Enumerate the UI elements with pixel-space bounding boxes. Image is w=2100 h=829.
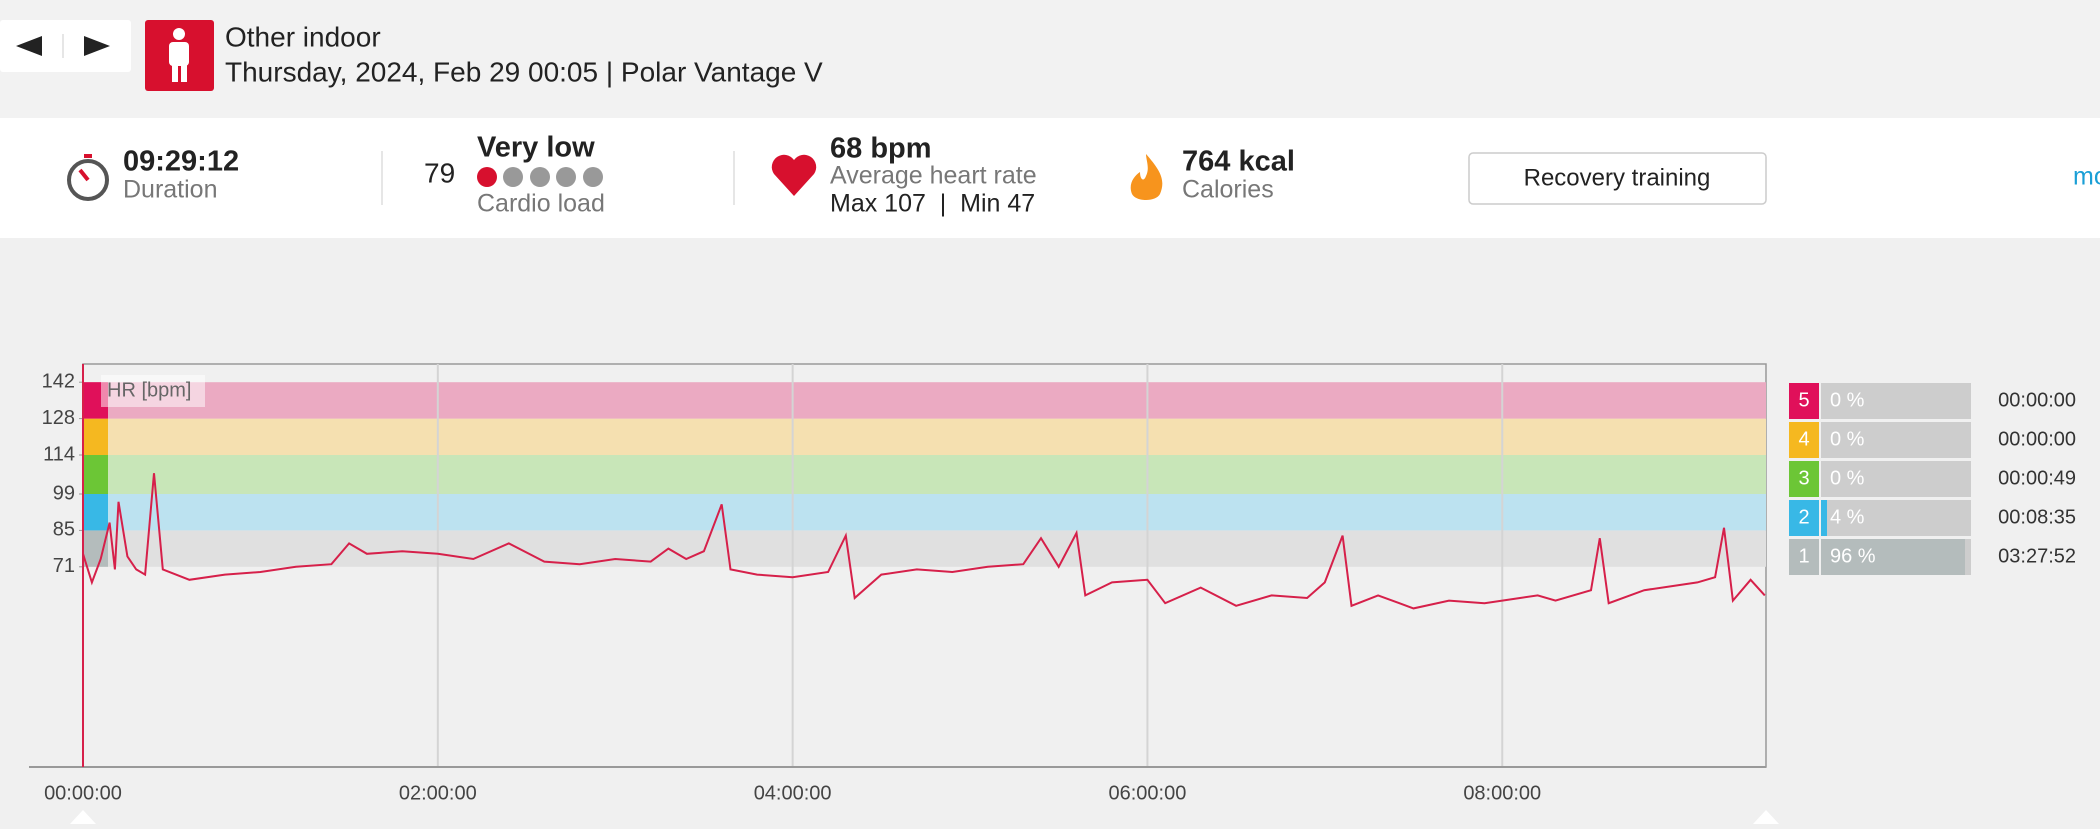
avg-hr-label: Average heart rate: [830, 162, 1037, 190]
zone-percent: 0 %: [1830, 467, 1865, 489]
zone-number: 3: [1798, 467, 1809, 489]
summary-bar: [0, 118, 2100, 238]
zone-time: 00:00:00: [1998, 389, 2076, 411]
person-icon: [169, 28, 189, 82]
zone-band: [83, 382, 1766, 419]
y-tick-label: 99: [53, 482, 75, 504]
y-tick-label: 114: [43, 443, 75, 465]
zone-number-box: [1789, 422, 1819, 458]
duration-value: 09:29:12: [123, 146, 239, 178]
prev-button[interactable]: [16, 36, 42, 56]
zone-bar-bg: [1821, 500, 1971, 536]
hr-range: Max 107 | Min 47: [830, 190, 1035, 218]
cardio-load-level: Very low: [477, 132, 595, 164]
hr-line: [82, 473, 1766, 610]
zone-band: [83, 455, 1766, 494]
axis-label-bg: [101, 375, 205, 407]
zone-percent: 0 %: [1830, 389, 1865, 411]
nav-buttons[interactable]: [0, 20, 131, 72]
zone-time: 00:00:49: [1998, 467, 2076, 489]
zone-time: 00:08:35: [1998, 506, 2076, 528]
zone-percent: 96 %: [1830, 545, 1876, 567]
zone-band: [83, 530, 1766, 567]
avg-hr-value: 68 bpm: [830, 133, 932, 165]
next-button[interactable]: [84, 36, 110, 56]
top-bar: [0, 0, 2100, 118]
zone-time: 00:00:00: [1998, 428, 2076, 450]
zone-percent: 4 %: [1830, 506, 1865, 528]
benefit-label: Recovery training: [1524, 164, 1711, 191]
more-link[interactable]: mo: [2073, 163, 2100, 191]
zone-number: 5: [1798, 389, 1809, 411]
zone-number-box: [1789, 383, 1819, 419]
activity-name: Other indoor: [225, 21, 381, 52]
x-tick-label: 04:00:00: [754, 782, 832, 804]
zone-strip: [84, 530, 108, 567]
zone-bar-bg: [1821, 461, 1971, 497]
zone-time: 03:27:52: [1998, 545, 2076, 567]
x-tick-label: 08:00:00: [1463, 782, 1541, 804]
range-handles[interactable]: [70, 810, 1779, 824]
zone-number-box: [1789, 500, 1819, 536]
x-tick-label: 02:00:00: [399, 782, 477, 804]
zone-number: 2: [1798, 506, 1809, 528]
stopwatch-icon: [67, 154, 109, 201]
zone-strip: [84, 455, 108, 494]
heart-icon: [771, 154, 817, 196]
zone-number: 4: [1798, 428, 1809, 450]
cardio-load-dots: [477, 167, 603, 187]
calories-label: Calories: [1182, 176, 1274, 204]
zone-number-box: [1789, 461, 1819, 497]
axis-label: HR [bpm]: [107, 379, 191, 401]
zone-bar: [1821, 539, 1965, 575]
cardio-load-value: 79: [424, 157, 455, 188]
zone-bar-bg: [1821, 383, 1971, 419]
calories-value: 764 kcal: [1182, 146, 1295, 178]
flame-icon: [1130, 154, 1163, 200]
cardio-load-label: Cardio load: [477, 190, 605, 218]
zone-band: [83, 494, 1766, 531]
zone-strip: [84, 494, 108, 531]
x-tick-label: 00:00:00: [44, 782, 122, 804]
date-line: Thursday, 2024, Feb 29 00:05 | Polar Van…: [225, 56, 823, 87]
zone-number: 1: [1798, 545, 1809, 567]
y-tick-label: 142: [42, 370, 75, 392]
zone-number-box: [1789, 539, 1819, 575]
zone-percent: 0 %: [1830, 428, 1865, 450]
y-tick-label: 128: [42, 407, 75, 429]
zone-bar: [1821, 500, 1827, 536]
zone-strip: [84, 418, 108, 455]
y-tick-label: 85: [53, 519, 75, 541]
benefit-button[interactable]: [1468, 152, 1767, 205]
duration-label: Duration: [123, 176, 218, 204]
zone-bar-bg: [1821, 422, 1971, 458]
zone-band: [83, 418, 1766, 455]
x-tick-label: 06:00:00: [1109, 782, 1187, 804]
y-tick-label: 71: [53, 555, 75, 577]
